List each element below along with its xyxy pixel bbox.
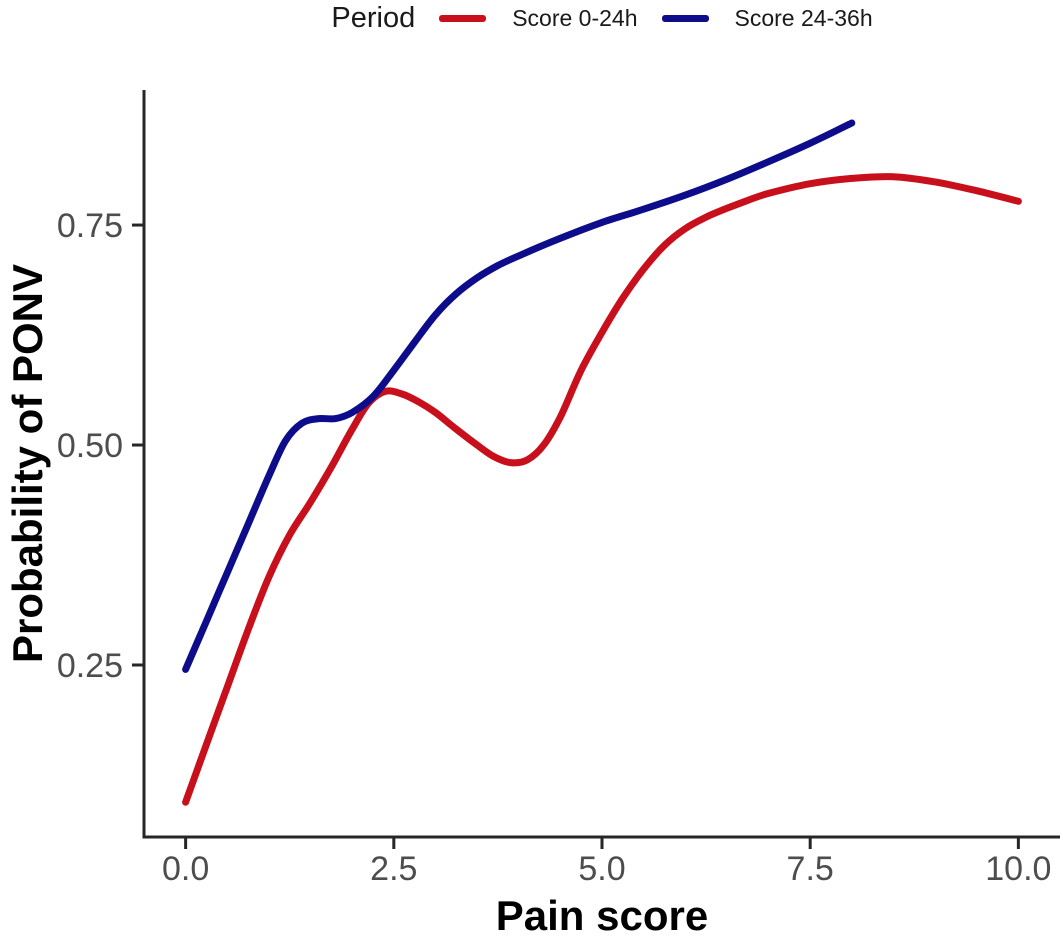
x-axis-title: Pain score bbox=[496, 892, 708, 936]
legend-title: Period bbox=[331, 2, 416, 34]
y-tick-label: 0.25 bbox=[57, 647, 123, 685]
legend-label-score-0-24h: Score 0-24h bbox=[512, 4, 638, 31]
x-tick-label: 10.0 bbox=[985, 850, 1051, 888]
y-tick-label: 0.50 bbox=[57, 427, 123, 465]
legend-item-score-0-24h: Score 0-24h bbox=[439, 4, 638, 32]
legend-key-line-red-icon bbox=[439, 14, 487, 22]
y-axis-title: Probability of PONV bbox=[4, 264, 51, 663]
legend-key-line-navy-icon bbox=[661, 14, 709, 22]
x-tick-label: 0.0 bbox=[162, 850, 209, 888]
y-tick-label: 0.75 bbox=[57, 207, 123, 245]
x-tick-label: 7.5 bbox=[787, 850, 834, 888]
legend-label-score-24-36h: Score 24-36h bbox=[734, 4, 873, 31]
x-tick-label: 2.5 bbox=[370, 850, 417, 888]
chart-legend: Period Score 0-24h Score 24-36h bbox=[144, 0, 1060, 36]
series-line-0 bbox=[182, 173, 1022, 806]
legend-item-score-24-36h: Score 24-36h bbox=[661, 4, 873, 32]
x-tick-label: 5.0 bbox=[578, 850, 625, 888]
series-line-1 bbox=[182, 119, 856, 673]
